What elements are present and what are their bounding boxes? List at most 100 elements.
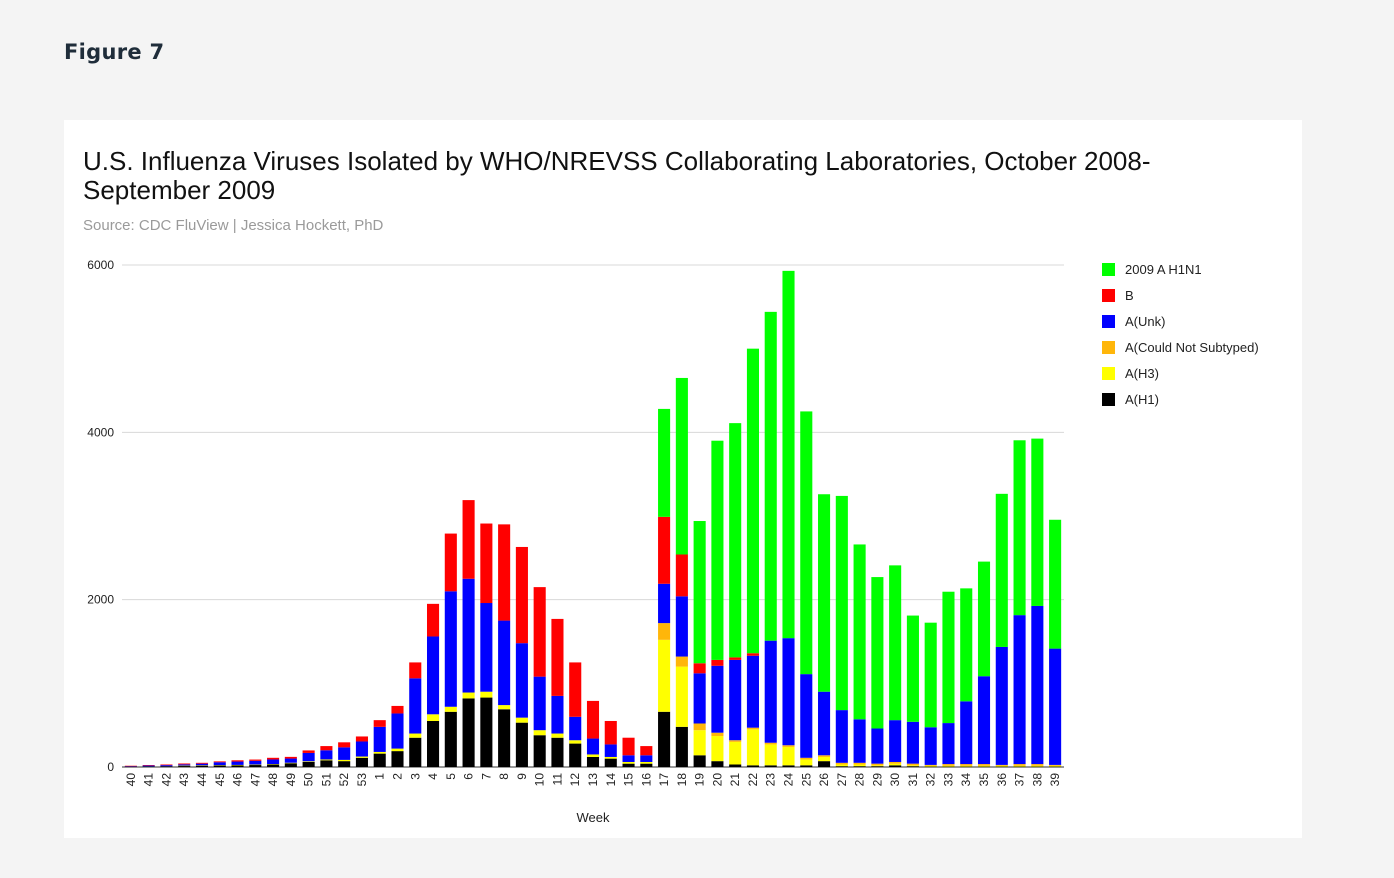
bar-segment: [1031, 605, 1044, 765]
bar-segment: [835, 764, 848, 767]
bar-segment: [302, 750, 315, 753]
bar-segment: [267, 764, 280, 767]
bar-segment: [284, 763, 297, 767]
bar-segment: [871, 765, 884, 767]
bar-segment: [675, 666, 688, 727]
legend-swatch: [1102, 288, 1115, 302]
bar-segment: [818, 761, 831, 767]
x-tick-label: 18: [675, 773, 689, 787]
bar-segment: [675, 656, 688, 667]
y-tick-label: 4000: [87, 425, 114, 439]
bar-segment: [977, 766, 991, 768]
bar-segment: [711, 665, 724, 733]
bar-segment: [746, 765, 760, 767]
bar-segment: [960, 701, 973, 765]
bar-segment: [391, 751, 404, 767]
x-tick-label: 53: [355, 773, 369, 787]
bar-segment: [515, 643, 528, 718]
bar-segment: [729, 764, 742, 767]
bar-segment: [871, 766, 884, 767]
x-tick-label: 48: [266, 773, 280, 787]
bar-segment: [995, 766, 1008, 768]
bar-segment: [693, 730, 706, 756]
bar-segment: [569, 662, 582, 717]
x-tick-label: 30: [888, 773, 902, 787]
x-tick-label: 15: [622, 773, 636, 787]
bar-segment: [800, 757, 813, 760]
bar-segment: [1013, 766, 1026, 768]
x-tick-label: 33: [941, 773, 955, 787]
x-tick-label: 32: [924, 773, 938, 787]
bar-segment: [889, 761, 902, 764]
bar-segment: [178, 765, 191, 767]
bar-segment: [320, 750, 333, 760]
bar-segment: [178, 763, 191, 765]
bar-segment: [782, 746, 795, 766]
bar-segment: [853, 544, 866, 720]
bar-segment: [640, 763, 653, 767]
bar-segment: [977, 561, 991, 677]
bar-segment: [729, 423, 742, 658]
bar-segment: [693, 521, 706, 664]
figure-label: Figure 7: [64, 40, 165, 64]
bar-segment: [551, 737, 564, 767]
bar-segment: [711, 761, 724, 767]
bar-segment: [320, 746, 333, 751]
bar-segment: [338, 761, 351, 767]
bar-segment: [658, 583, 671, 624]
bar-segment: [693, 755, 706, 767]
bar-segment: [782, 270, 795, 639]
bar-segment: [764, 765, 777, 767]
bar-segment: [515, 717, 528, 723]
x-tick-label: 47: [248, 773, 262, 787]
bar-segment: [249, 759, 262, 761]
x-tick-label: 24: [782, 773, 796, 787]
bar-segment: [622, 761, 635, 764]
bar-segment: [1049, 519, 1062, 649]
bar-segment: [320, 759, 333, 761]
x-tick-label: 29: [870, 773, 884, 787]
bar-segment: [249, 760, 262, 765]
bar-segment: [675, 596, 688, 657]
bar-segment: [604, 720, 617, 745]
bar-segment: [515, 546, 528, 644]
bar-segment: [462, 692, 475, 699]
bar-segment: [800, 759, 813, 766]
bar-segment: [889, 565, 902, 721]
bar-segment: [1049, 766, 1062, 768]
bar-segment: [746, 727, 760, 730]
bar-segment: [729, 741, 742, 765]
bar-segment: [267, 757, 280, 760]
bar-segment: [622, 755, 635, 762]
chart-card: U.S. Influenza Viruses Isolated by WHO/N…: [64, 120, 1302, 838]
bar-segment: [231, 760, 244, 762]
chart-subtitle: Source: CDC FluView | Jessica Hockett, P…: [83, 217, 384, 234]
x-tick-label: 27: [835, 773, 849, 787]
x-axis-label: Week: [577, 810, 610, 825]
bar-segment: [160, 765, 173, 767]
x-tick-label: 44: [195, 773, 209, 787]
bar-segment: [498, 524, 511, 621]
bar-segment: [622, 763, 635, 767]
bar-segment: [195, 762, 209, 764]
bar-segment: [124, 766, 137, 767]
x-tick-label: 37: [1013, 773, 1027, 787]
bar-segment: [391, 705, 404, 714]
bar-segment: [1013, 615, 1026, 765]
bar-segment: [480, 697, 493, 767]
bar-segment: [533, 730, 546, 736]
x-tick-label: 40: [124, 773, 138, 787]
x-tick-label: 45: [213, 773, 227, 787]
bar-segment: [284, 758, 297, 763]
bar-segment: [871, 728, 884, 764]
bar-segment: [675, 554, 688, 597]
bar-segment: [853, 764, 866, 767]
bar-segment: [373, 751, 386, 754]
bar-segment: [462, 500, 475, 579]
bar-segment: [533, 735, 546, 767]
x-tick-label: 43: [177, 773, 191, 787]
bar-segment: [124, 765, 137, 767]
bar-segment: [658, 711, 671, 767]
bar-segment: [853, 766, 866, 767]
bar-segment: [213, 765, 226, 766]
